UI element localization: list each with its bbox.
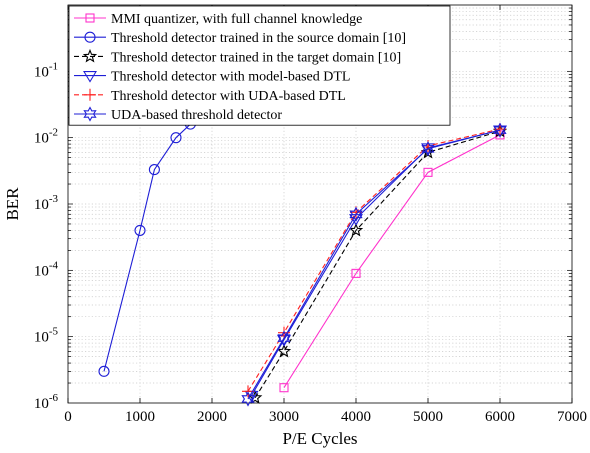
data-point <box>134 224 146 236</box>
legend: MMI quantizer, with full channel knowled… <box>68 5 451 126</box>
data-point <box>98 365 110 377</box>
data-point <box>277 330 291 346</box>
x-tick-label: 4000 <box>341 409 371 425</box>
x-tick-label: 6000 <box>485 409 515 425</box>
series-group <box>98 118 508 407</box>
legend-entry: Threshold detector trained in the target… <box>74 48 401 65</box>
legend-entry: Threshold detector with model-based DTL <box>74 70 350 85</box>
x-axis-label: P/E Cycles <box>282 429 357 448</box>
legend-marker <box>82 48 98 63</box>
x-tick-label: 5000 <box>413 409 443 425</box>
series-line <box>283 134 501 389</box>
y-axis-label: BER <box>3 187 22 221</box>
x-tick-label: 0 <box>64 409 72 425</box>
y-tick-label: 10-6 <box>34 392 59 412</box>
legend-entry: UDA-based threshold detector <box>74 106 282 123</box>
data-point <box>148 164 160 176</box>
series-line <box>103 123 191 372</box>
data-point <box>421 141 435 157</box>
x-tick-label: 2000 <box>197 409 227 425</box>
data-point <box>351 268 361 278</box>
data-point <box>279 383 289 393</box>
legend-entry: MMI quantizer, with full channel knowled… <box>74 12 362 27</box>
data-point <box>348 222 364 237</box>
data-point <box>423 167 433 177</box>
x-tick-label: 1000 <box>125 409 155 425</box>
x-tick-label: 7000 <box>557 409 587 425</box>
y-tick-label: 10-5 <box>34 326 59 346</box>
series-line <box>254 130 501 399</box>
legend-entry: Threshold detector trained in the source… <box>74 31 406 46</box>
legend-entry: Threshold detector with UDA-based DTL <box>74 88 346 104</box>
series-2 <box>98 118 196 377</box>
legend-marker <box>85 13 95 23</box>
legend-box <box>68 5 451 126</box>
data-point <box>170 132 182 144</box>
legend-marker <box>84 31 96 43</box>
y-tick-label: 10-4 <box>34 259 59 279</box>
x-tick-label: 3000 <box>269 409 299 425</box>
y-tick-label: 10-3 <box>34 193 59 213</box>
legend-label: Threshold detector trained in the source… <box>111 31 406 46</box>
series-1 <box>279 130 505 393</box>
data-point <box>241 391 255 407</box>
data-point <box>493 122 507 138</box>
y-tick-label: 10-2 <box>34 127 58 147</box>
legend-label: Threshold detector with UDA-based DTL <box>111 89 346 104</box>
legend-marker <box>83 106 97 122</box>
legend-label: Threshold detector with model-based DTL <box>111 70 350 85</box>
data-point <box>349 206 363 222</box>
legend-label: MMI quantizer, with full channel knowled… <box>111 12 362 27</box>
legend-label: Threshold detector trained in the target… <box>111 50 401 65</box>
data-point <box>276 343 292 358</box>
legend-marker <box>84 88 96 101</box>
series-6 <box>241 122 507 407</box>
y-tick-label: 10-1 <box>34 60 58 80</box>
legend-marker <box>83 71 97 83</box>
axis-ticks: 0 1000 2000 3000 4000 5000 6000 7000 10-6 10-5 10-… <box>34 5 587 425</box>
series-line <box>247 129 501 400</box>
legend-label: UDA-based threshold detector <box>111 108 282 123</box>
